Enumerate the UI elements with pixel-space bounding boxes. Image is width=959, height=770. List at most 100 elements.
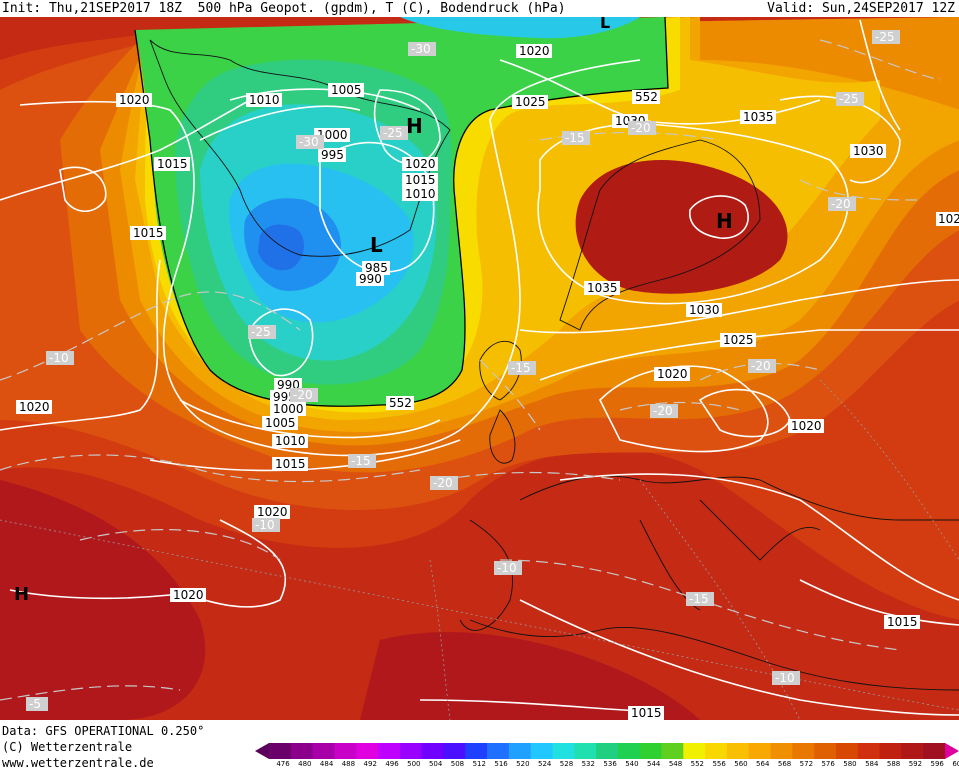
temp-label: -10	[46, 351, 74, 365]
band-top-cool-patch	[400, 17, 640, 39]
scale-tick-label: 596	[930, 760, 944, 768]
scale-tick-label: 536	[603, 760, 617, 768]
temp-label: -10	[772, 671, 800, 685]
color-scale-bar	[255, 743, 959, 759]
svg-text:1020: 1020	[657, 367, 688, 381]
scale-tick-label: 544	[647, 760, 661, 768]
low-label-iceland: L	[370, 233, 383, 257]
svg-text:1015: 1015	[887, 615, 918, 629]
temp-label: -15	[508, 361, 536, 375]
height-label-552-south: 552	[386, 396, 414, 410]
scale-cell	[792, 743, 815, 759]
color-scale-labels: 476 480 484 488 492 496 500 504 508 512 516 520 524 5…	[268, 760, 959, 770]
isobar-label: 1010	[402, 187, 438, 201]
scale-cell	[421, 743, 444, 759]
svg-text:1010: 1010	[249, 93, 280, 107]
high-label-atlantic: H	[14, 584, 29, 605]
scale-left-arrow	[255, 743, 269, 759]
scale-tick-label: 496	[385, 760, 399, 768]
svg-text:-25: -25	[875, 30, 895, 44]
svg-text:-10: -10	[497, 561, 517, 575]
svg-text:1005: 1005	[331, 83, 362, 97]
temp-label: -10	[494, 561, 522, 575]
scale-cell	[356, 743, 379, 759]
isobar-label: 1020	[116, 93, 152, 107]
band-scandinavia-warm-core	[575, 160, 788, 294]
scale-cell	[901, 743, 924, 759]
scale-cell	[378, 743, 401, 759]
svg-text:995: 995	[321, 148, 344, 162]
isobar-label: 1020	[100, 118, 136, 132]
scale-tick-label: 480	[298, 760, 312, 768]
scale-cell	[835, 743, 859, 759]
scale-cell	[552, 743, 575, 759]
scale-cell	[683, 743, 706, 759]
svg-text:-20: -20	[831, 197, 851, 211]
isobar-label: 1015	[272, 457, 308, 471]
temp-label: -25	[836, 92, 864, 106]
scale-tick-label: 552	[690, 760, 704, 768]
scale-cell	[923, 743, 946, 759]
svg-text:552: 552	[389, 396, 412, 410]
svg-text:1010: 1010	[275, 434, 306, 448]
temp-label: -20	[748, 359, 776, 373]
scale-tick-label: 484	[319, 760, 334, 768]
svg-text:-10: -10	[49, 351, 69, 365]
temp-label: -30	[296, 135, 324, 149]
svg-text:-25: -25	[853, 120, 873, 134]
isobar-label: 1015	[154, 157, 190, 171]
scale-tick-label: 520	[516, 760, 530, 768]
high-label-scandinavia: H	[716, 209, 733, 233]
scale-tick-label: 588	[886, 760, 901, 768]
svg-text:-20: -20	[433, 476, 453, 490]
scale-tick-label: 548	[668, 760, 683, 768]
data-source: Data: GFS OPERATIONAL 0.250°	[2, 724, 205, 738]
scale-tick-label: 492	[363, 760, 377, 768]
svg-text:1015: 1015	[157, 157, 188, 171]
temp-label: -20	[430, 476, 458, 490]
svg-text:1005: 1005	[265, 416, 296, 430]
scale-cell	[334, 743, 357, 759]
pressure-centers: H H H L L	[14, 17, 733, 605]
scale-tick-label: 600	[952, 760, 959, 768]
scale-cell	[574, 743, 597, 759]
svg-text:-5: -5	[29, 697, 41, 711]
scale-cell	[399, 743, 423, 759]
scale-cell	[596, 743, 619, 759]
scale-cell	[312, 743, 335, 759]
svg-text:-30: -30	[299, 135, 319, 149]
temp-label: -25	[248, 325, 276, 339]
svg-text:-20: -20	[293, 388, 313, 402]
isobar-label: 1015	[402, 173, 438, 187]
band-516	[258, 224, 304, 271]
svg-text:-25: -25	[839, 92, 859, 106]
copyright: (C) Wetterzentrale	[2, 740, 133, 754]
svg-text:1035: 1035	[743, 110, 774, 124]
scale-tick-label: 504	[428, 760, 443, 768]
svg-text:-25: -25	[383, 126, 403, 140]
svg-text:-10: -10	[255, 518, 275, 532]
scale-cell	[443, 743, 466, 759]
svg-text:-20: -20	[751, 359, 771, 373]
temp-label: -25	[872, 30, 900, 44]
scale-tick-label: 556	[712, 760, 726, 768]
isobar-label: 1030	[850, 144, 886, 158]
weather-map: H H H L L 1020 1010 1005 1000 995 1015 1…	[0, 17, 959, 720]
isobar-label: 1020	[788, 419, 824, 433]
isobar-label: 1015	[130, 226, 166, 240]
svg-text:1015: 1015	[133, 226, 164, 240]
isobar-label: 1020	[254, 505, 290, 519]
scale-tick-label: 524	[537, 760, 552, 768]
svg-text:-30: -30	[411, 42, 431, 56]
scale-cell	[705, 743, 728, 759]
svg-text:1030: 1030	[853, 144, 884, 158]
temp-label: -30	[408, 42, 436, 56]
isobar-label: 1035	[740, 110, 776, 124]
svg-text:1020: 1020	[791, 419, 822, 433]
isobar-labels: 1020 1010 1005 1000 995 1015 1020 1015 1…	[16, 44, 959, 720]
isobar-label: 1015	[628, 706, 664, 720]
scale-tick-label: 584	[865, 760, 879, 768]
low-label-north: L	[600, 17, 610, 32]
scale-tick-label: 532	[581, 760, 595, 768]
init-time: Init: Thu,21SEP2017 18Z	[2, 1, 183, 16]
